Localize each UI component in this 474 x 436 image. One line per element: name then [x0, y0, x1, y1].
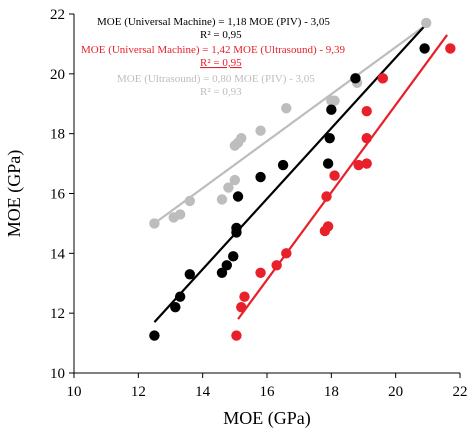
data-point: [174, 291, 186, 302]
x-tick-label: 16: [260, 384, 276, 400]
data-point: [255, 171, 266, 183]
data-point: [281, 103, 292, 114]
regression-equation: MOE (Ultrasound) = 0,80 MOE (PIV) - 3,05: [117, 73, 315, 85]
data-point: [361, 106, 372, 117]
y-tick-label: 12: [50, 306, 65, 322]
data-point: [239, 291, 250, 302]
data-point: [231, 222, 242, 234]
axes: [69, 13, 461, 378]
x-tick-label: 12: [131, 384, 146, 400]
y-tick-label: 22: [50, 7, 65, 23]
data-point: [324, 132, 335, 144]
r-squared-label: R² = 0,95: [200, 57, 242, 69]
r-squared-label: R² = 0,93: [200, 86, 242, 98]
y-axis-title: MOE (GPa): [4, 150, 25, 238]
data-point: [277, 159, 289, 171]
y-tick-label: 20: [50, 67, 65, 83]
y-tick-label: 10: [50, 366, 65, 382]
data-point: [329, 95, 340, 106]
x-tick-label: 22: [453, 384, 468, 400]
data-point: [216, 194, 228, 205]
data-point: [350, 73, 361, 84]
regression-equation: MOE (Universal Machine) = 1,18 MOE (PIV)…: [97, 16, 330, 28]
data-point: [361, 132, 372, 144]
x-tick-label: 14: [195, 384, 211, 400]
data-point: [221, 260, 232, 271]
data-point: [326, 104, 337, 115]
data-point: [419, 43, 430, 54]
data-point: [231, 330, 242, 341]
data-point: [377, 73, 388, 84]
y-tick-label: 16: [50, 187, 66, 203]
data-point: [321, 191, 332, 202]
x-tick-label: 18: [324, 384, 339, 400]
data-point: [255, 267, 266, 278]
data-point: [184, 269, 195, 280]
y-tick-label: 14: [50, 246, 66, 262]
x-axis-title: MOE (GPa): [223, 408, 311, 429]
tick-labels: 10 12 14 16 18 20 22 10 12 14 16 18 20 22: [50, 7, 468, 400]
trend-line: [153, 25, 426, 323]
data-point: [322, 158, 334, 169]
data-point: [174, 209, 186, 220]
data-point: [271, 260, 282, 271]
data-point: [353, 159, 364, 171]
annotations: MOE (Universal Machine) = 1,18 MOE (PIV)…: [81, 16, 346, 98]
data-point: [236, 132, 247, 144]
data-point: [255, 125, 266, 136]
data-point: [223, 182, 234, 193]
y-tick-label: 18: [50, 127, 65, 143]
data-point: [445, 43, 456, 54]
trend-line: [237, 34, 449, 320]
plot-marks: [149, 17, 456, 341]
trend-line: [153, 25, 426, 225]
data-point: [281, 248, 292, 259]
data-point: [232, 191, 244, 202]
data-point: [184, 195, 195, 207]
data-point: [361, 158, 372, 169]
data-point: [322, 221, 334, 232]
data-point: [170, 301, 181, 313]
x-tick-label: 20: [388, 384, 403, 400]
data-point: [228, 251, 239, 262]
data-point: [149, 330, 160, 341]
data-point: [236, 301, 247, 313]
data-point: [421, 17, 432, 29]
data-point: [216, 267, 228, 278]
data-point: [329, 170, 340, 181]
x-tick-label: 10: [67, 384, 82, 400]
r-squared-label: R² = 0,95: [200, 29, 242, 41]
data-point: [229, 174, 241, 186]
regression-equation: MOE (Universal Machine) = 1,42 MOE (Ultr…: [81, 44, 346, 56]
data-point: [149, 218, 160, 229]
